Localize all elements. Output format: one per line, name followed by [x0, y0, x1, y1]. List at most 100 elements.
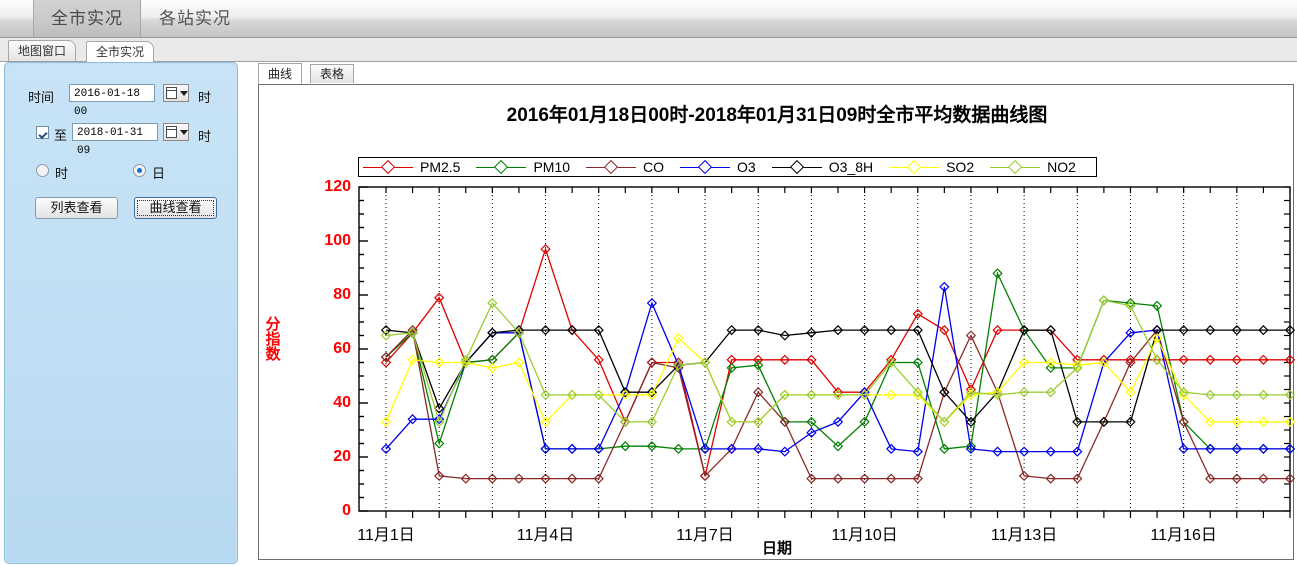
data-point-marker [487, 473, 498, 484]
data-point-marker [673, 333, 684, 344]
axis-frame [358, 186, 1291, 512]
legend-label: O3_8H [828, 159, 874, 175]
legend-line-icon [394, 166, 413, 168]
data-point-marker [1098, 416, 1110, 428]
data-point-marker [912, 324, 923, 336]
radio-hourly[interactable] [36, 164, 49, 177]
app-tab-bar: 全市实况 各站实况 [0, 0, 1297, 38]
tab-table[interactable]: 表格 [310, 64, 355, 83]
x-axis-tick-label: 11月7日 [676, 527, 734, 544]
chart-plot [358, 186, 1295, 518]
app-tab-city-live[interactable]: 全市实况 [33, 0, 141, 37]
y-axis-tick-label: 40 [333, 394, 351, 411]
data-point-marker [992, 324, 1003, 336]
chevron-down-icon [180, 130, 188, 135]
data-point-marker [460, 354, 471, 365]
data-point-marker [912, 357, 923, 368]
end-time-enable-checkbox[interactable] [36, 126, 49, 139]
data-point-marker [1178, 354, 1189, 365]
start-time-picker-button[interactable] [163, 84, 189, 102]
data-point-marker [1231, 389, 1242, 401]
data-point-marker [1018, 387, 1030, 398]
data-point-marker [434, 357, 445, 368]
data-point-marker [1045, 324, 1056, 336]
legend-label: PM10 [533, 159, 571, 175]
start-time-unit: 时 [198, 90, 212, 105]
data-point-marker [1125, 300, 1136, 311]
curve-view-button-label: 曲线查看 [149, 200, 202, 215]
data-point-marker [726, 443, 737, 455]
data-point-marker [513, 357, 525, 368]
series-line-o3 [385, 286, 1290, 453]
calendar-icon [166, 126, 177, 138]
legend-item-co: CO [586, 158, 680, 176]
legend-line-icon [680, 166, 700, 168]
data-point-marker [434, 470, 445, 482]
data-point-marker [566, 473, 578, 484]
data-point-marker [886, 473, 897, 484]
data-point-marker [912, 446, 923, 457]
tab-curve[interactable]: 曲线 [258, 63, 303, 84]
legend-line-icon [802, 166, 822, 168]
data-point-marker [992, 268, 1003, 279]
data-point-marker [646, 441, 658, 452]
data-point-marker [939, 281, 950, 293]
data-point-marker [1178, 416, 1189, 428]
data-point-marker [540, 389, 551, 401]
series-line-so2 [385, 336, 1290, 424]
data-point-marker [620, 389, 631, 401]
legend-item-so2: SO2 [889, 158, 990, 176]
data-point-marker [939, 387, 950, 398]
chevron-down-icon [180, 91, 188, 96]
data-point-marker [620, 416, 631, 428]
data-point-marker [1258, 354, 1269, 365]
data-point-marker [1045, 387, 1056, 398]
data-point-marker [1072, 446, 1083, 457]
data-point-marker [513, 473, 525, 484]
list-view-button[interactable]: 列表查看 [35, 197, 118, 219]
curve-view-button[interactable]: 曲线查看 [134, 197, 217, 219]
data-point-marker [566, 389, 578, 401]
data-point-marker [1284, 389, 1295, 401]
data-point-marker [992, 446, 1003, 457]
data-point-marker [1231, 354, 1242, 365]
app-tab-station-live[interactable]: 各站实况 [142, 0, 248, 37]
data-point-marker [540, 443, 551, 455]
data-point-marker [1178, 387, 1189, 398]
start-time-input[interactable]: 2016-01-18 00 [69, 84, 155, 118]
to-label: 至 [54, 128, 68, 143]
data-point-marker [965, 441, 977, 452]
data-point-marker [779, 389, 790, 401]
legend-line-icon [889, 166, 909, 168]
data-point-marker [939, 416, 950, 428]
tab-curve-label: 曲线 [268, 67, 293, 81]
data-point-marker [487, 362, 498, 374]
y-axis-tick-label: 0 [342, 502, 351, 519]
legend-line-icon [586, 166, 606, 168]
data-point-marker [753, 416, 764, 428]
data-point-marker [1258, 473, 1269, 484]
data-point-marker [380, 416, 392, 428]
x-axis-tick-label: 11月16日 [1150, 527, 1217, 544]
data-point-marker [593, 443, 604, 455]
x-axis-tick-label: 11月10日 [831, 527, 898, 544]
data-point-marker [753, 360, 764, 371]
data-point-marker [965, 416, 977, 428]
tab-table-label: 表格 [320, 67, 345, 81]
data-point-marker [1125, 357, 1136, 368]
data-point-marker [832, 416, 844, 428]
data-point-marker [434, 292, 445, 303]
app-tab-station-live-label: 各站实况 [159, 9, 231, 28]
sub-tab-city-live[interactable]: 全市实况 [86, 41, 155, 64]
end-time-picker-button[interactable] [163, 123, 189, 141]
data-point-marker [859, 324, 870, 336]
radio-daily[interactable] [133, 164, 146, 177]
sub-tab-map-window[interactable]: 地图窗口 [8, 40, 77, 61]
data-point-marker [1284, 473, 1295, 484]
y-axis-tick-label: 60 [333, 340, 351, 357]
query-panel-inner: 时间 2016-01-18 00 时 至 2018-01-31 09 时 时 日… [6, 64, 236, 562]
data-point-marker [726, 324, 737, 336]
end-time-input[interactable]: 2018-01-31 09 [72, 123, 158, 157]
data-point-marker [806, 389, 817, 401]
data-point-marker [1151, 354, 1163, 365]
